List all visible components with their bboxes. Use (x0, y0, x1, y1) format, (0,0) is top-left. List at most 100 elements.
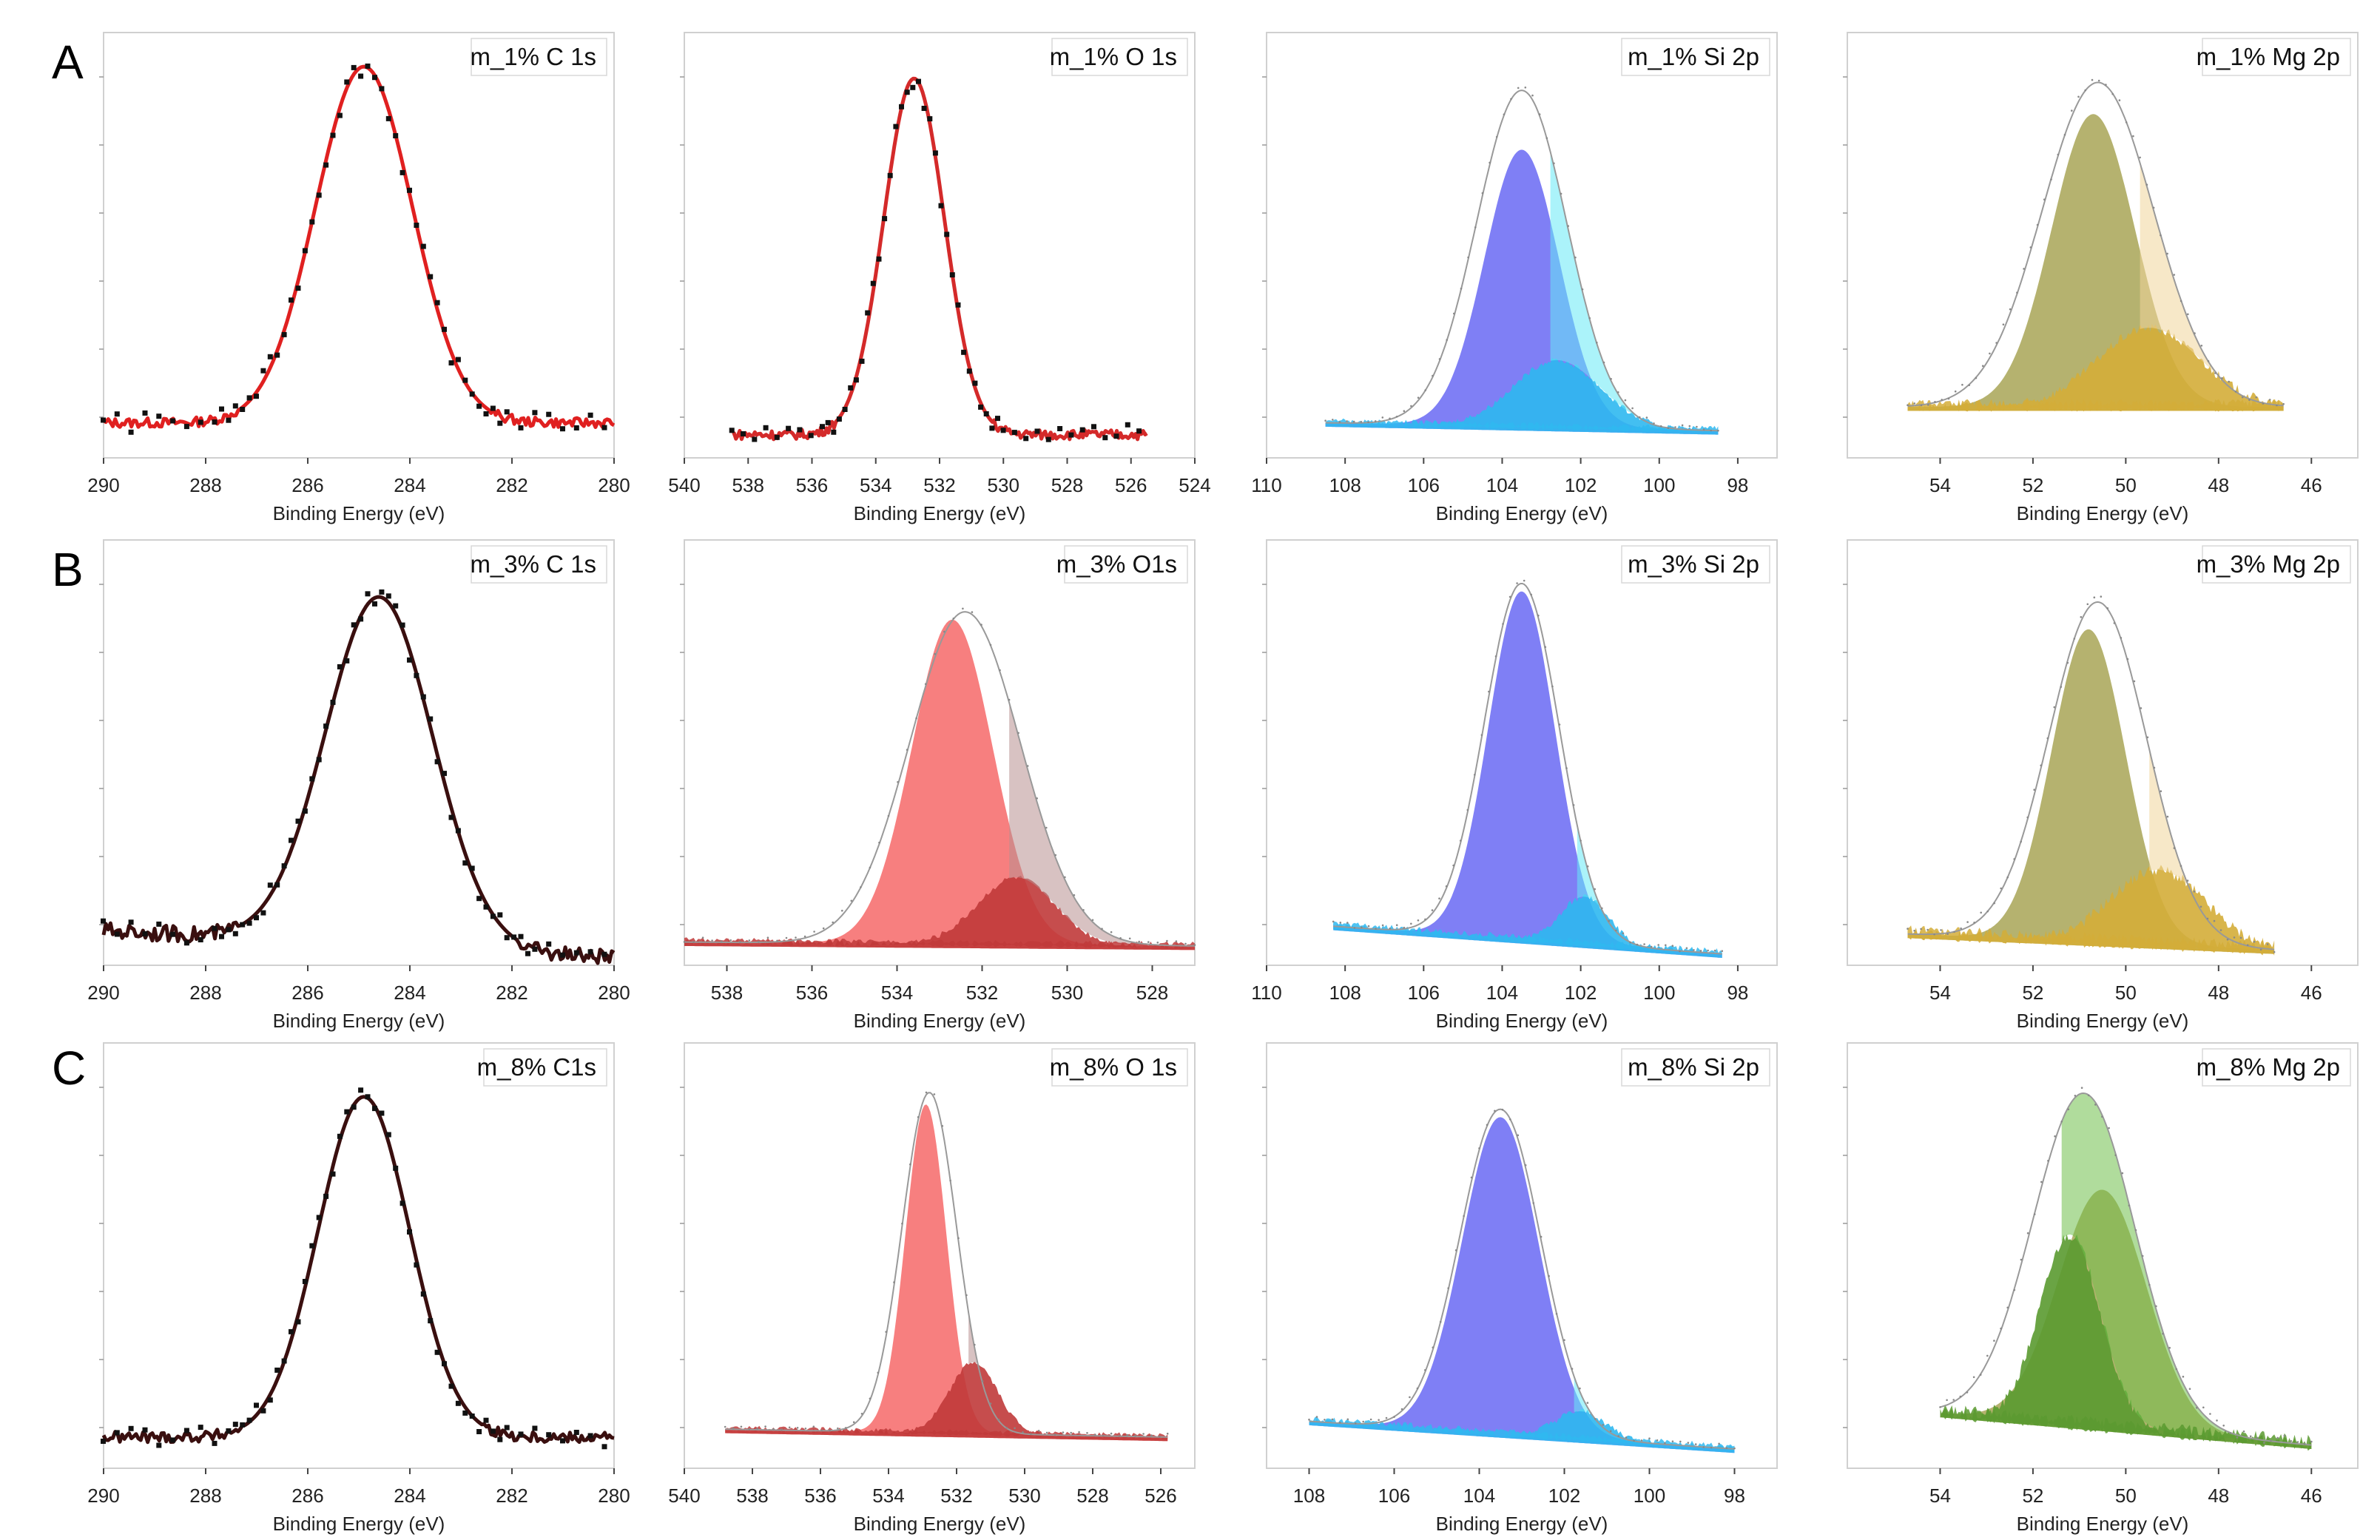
data-point (1057, 426, 1063, 431)
raw-point (1459, 840, 1462, 842)
data-point (836, 416, 842, 422)
x-tick-label: 536 (796, 982, 828, 1004)
raw-point (724, 1425, 727, 1428)
data-point (183, 424, 189, 430)
raw-point (720, 940, 723, 942)
data-point (351, 64, 357, 70)
data-point (142, 931, 148, 936)
raw-point (732, 1427, 735, 1430)
raw-point (837, 1427, 839, 1430)
data-point (267, 354, 273, 359)
raw-point (1030, 1433, 1032, 1435)
data-point (101, 918, 106, 924)
data-point (344, 1109, 350, 1115)
raw-point (1981, 365, 1984, 368)
data-point (323, 162, 329, 168)
raw-point (1134, 1434, 1136, 1437)
raw-point (1551, 685, 1554, 688)
raw-point (1474, 226, 1477, 229)
x-tick-label: 528 (1051, 474, 1083, 496)
raw-point (748, 939, 751, 942)
raw-point (795, 936, 797, 939)
chart-panel-b1: 290 288 286 284 282 280 Binding Energy (eV) m_3… (87, 539, 630, 1032)
data-point (820, 424, 825, 430)
raw-point (1558, 723, 1561, 726)
raw-point (1375, 928, 1377, 930)
data-point (848, 385, 854, 391)
raw-point (711, 939, 713, 942)
raw-point (2139, 156, 2141, 159)
panel-title: m_3% Si 2p (1628, 550, 1759, 578)
raw-point (941, 1125, 944, 1127)
raw-point (1610, 378, 1612, 380)
data-point (469, 865, 475, 871)
data-point (525, 950, 530, 956)
x-tick-label: 102 (1565, 982, 1597, 1004)
raw-point (2080, 615, 2083, 618)
data-point (379, 1110, 385, 1116)
x-axis-label: Binding Energy (eV) (1436, 1513, 1608, 1535)
raw-point (1156, 942, 1159, 944)
raw-point (1332, 419, 1334, 421)
component-shoulder (1550, 152, 1719, 431)
raw-point (1993, 1340, 1995, 1342)
raw-point (2146, 736, 2149, 739)
data-point (337, 664, 343, 669)
data-point (400, 1200, 405, 1206)
row-label-a: A (52, 36, 84, 89)
raw-point (878, 841, 880, 844)
raw-point (1688, 425, 1691, 428)
raw-point (1159, 1435, 1161, 1438)
raw-point (917, 1116, 920, 1118)
raw-point (1424, 918, 1426, 921)
data-point (455, 1400, 461, 1406)
raw-point (1110, 931, 1113, 933)
x-tick-label: 284 (394, 474, 425, 496)
data-point (774, 434, 780, 440)
raw-point (1360, 421, 1363, 423)
data-point (1045, 436, 1051, 442)
raw-point (1995, 342, 1998, 344)
raw-point (2026, 816, 2029, 819)
raw-point (2036, 223, 2039, 226)
data-point (232, 403, 238, 409)
data-point (504, 1425, 510, 1431)
raw-point (1681, 424, 1684, 427)
raw-point (885, 1331, 887, 1333)
raw-point (1416, 1387, 1419, 1390)
data-point (337, 112, 343, 118)
x-tick-label: 538 (732, 474, 764, 496)
raw-point (1702, 1446, 1705, 1448)
data-point (344, 79, 350, 85)
raw-point (2108, 1127, 2110, 1129)
panel-title: m_1% Mg 2p (2197, 43, 2340, 70)
data-point (455, 828, 461, 834)
x-tick-label: 286 (291, 982, 323, 1004)
data-point (414, 223, 419, 228)
data-point (1136, 428, 1142, 434)
data-point (246, 395, 252, 401)
raw-point (997, 1419, 1000, 1421)
x-tick-label: 290 (87, 474, 119, 496)
chart-panel-c4: 54 52 50 48 46 Binding Energy (eV) m_8% Mg 2p (1843, 1042, 2359, 1535)
data-point (295, 286, 301, 291)
raw-point (2097, 79, 2100, 82)
data-point (882, 216, 888, 222)
data-point (212, 419, 218, 425)
raw-point (1324, 1419, 1326, 1421)
raw-point (813, 931, 815, 933)
plot-frame (103, 539, 615, 966)
raw-point (1488, 690, 1490, 693)
component-peak-1 (684, 875, 1195, 950)
raw-point (1548, 1274, 1550, 1277)
raw-point (2236, 1436, 2239, 1439)
raw-point (1517, 1134, 1520, 1137)
data-point (281, 331, 287, 337)
data-point (198, 937, 203, 942)
panel-title: m_1% Si 2p (1628, 43, 1759, 70)
data-point (240, 922, 246, 928)
data-point (876, 256, 882, 262)
x-axis-label: Binding Energy (eV) (273, 502, 445, 524)
raw-point (1631, 407, 1634, 410)
x-tick-label: 106 (1408, 474, 1440, 496)
